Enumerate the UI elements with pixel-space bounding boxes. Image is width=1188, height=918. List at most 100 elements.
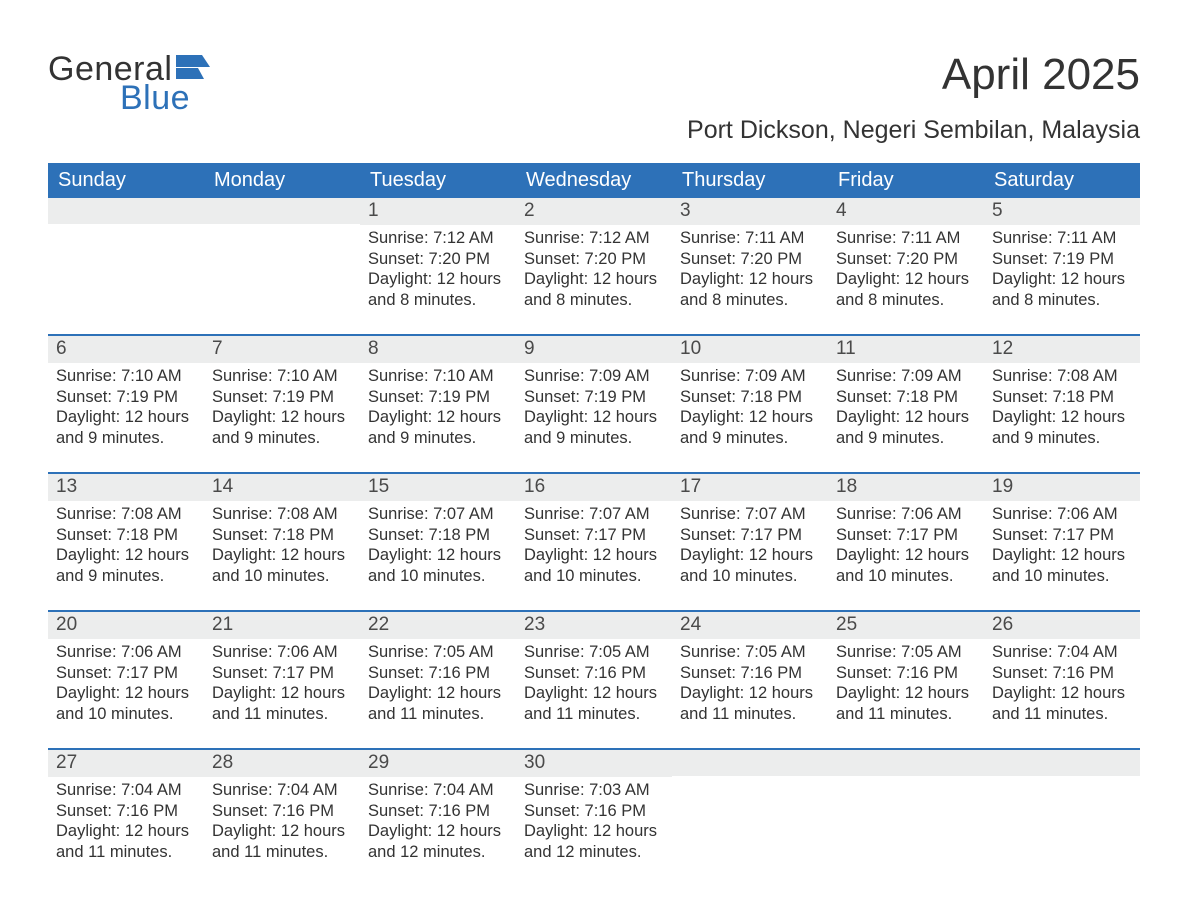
calendar-day-cell [672, 750, 828, 872]
sunset-line: Sunset: 7:17 PM [680, 525, 820, 546]
calendar-day-cell: 3Sunrise: 7:11 AMSunset: 7:20 PMDaylight… [672, 198, 828, 320]
day-number: 3 [672, 198, 828, 225]
location-label: Port Dickson, Negeri Sembilan, Malaysia [687, 116, 1140, 145]
day-number: 28 [204, 750, 360, 777]
day-number: 25 [828, 612, 984, 639]
sunrise-line: Sunrise: 7:03 AM [524, 780, 664, 801]
sunrise-line: Sunrise: 7:12 AM [524, 228, 664, 249]
empty-day-bar [984, 750, 1140, 776]
day-number: 8 [360, 336, 516, 363]
day-number: 1 [360, 198, 516, 225]
sunset-line: Sunset: 7:20 PM [836, 249, 976, 270]
calendar-day-cell: 2Sunrise: 7:12 AMSunset: 7:20 PMDaylight… [516, 198, 672, 320]
day-number: 13 [48, 474, 204, 501]
sunrise-line: Sunrise: 7:09 AM [524, 366, 664, 387]
calendar-day-cell [204, 198, 360, 320]
calendar-day-cell: 18Sunrise: 7:06 AMSunset: 7:17 PMDayligh… [828, 474, 984, 596]
calendar-header-cell: Saturday [984, 163, 1140, 198]
sunset-line: Sunset: 7:18 PM [680, 387, 820, 408]
daylight-line: Daylight: 12 hours and 8 minutes. [524, 269, 664, 310]
calendar-day-cell: 7Sunrise: 7:10 AMSunset: 7:19 PMDaylight… [204, 336, 360, 458]
sunrise-line: Sunrise: 7:08 AM [56, 504, 196, 525]
sunset-line: Sunset: 7:17 PM [524, 525, 664, 546]
sunrise-line: Sunrise: 7:04 AM [992, 642, 1132, 663]
sunrise-line: Sunrise: 7:11 AM [680, 228, 820, 249]
day-number: 16 [516, 474, 672, 501]
day-body: Sunrise: 7:09 AMSunset: 7:19 PMDaylight:… [516, 363, 672, 453]
sunrise-line: Sunrise: 7:11 AM [836, 228, 976, 249]
day-number: 27 [48, 750, 204, 777]
day-body: Sunrise: 7:06 AMSunset: 7:17 PMDaylight:… [48, 639, 204, 729]
day-number: 10 [672, 336, 828, 363]
calendar-header-cell: Sunday [48, 163, 204, 198]
sunrise-line: Sunrise: 7:06 AM [56, 642, 196, 663]
calendar-day-cell: 14Sunrise: 7:08 AMSunset: 7:18 PMDayligh… [204, 474, 360, 596]
sunrise-line: Sunrise: 7:07 AM [680, 504, 820, 525]
daylight-line: Daylight: 12 hours and 8 minutes. [680, 269, 820, 310]
sunset-line: Sunset: 7:17 PM [212, 663, 352, 684]
day-body: Sunrise: 7:06 AMSunset: 7:17 PMDaylight:… [984, 501, 1140, 591]
calendar-day-cell: 12Sunrise: 7:08 AMSunset: 7:18 PMDayligh… [984, 336, 1140, 458]
logo: General Blue [48, 50, 210, 118]
calendar-day-cell [828, 750, 984, 872]
sunset-line: Sunset: 7:19 PM [212, 387, 352, 408]
day-number: 12 [984, 336, 1140, 363]
daylight-line: Daylight: 12 hours and 10 minutes. [524, 545, 664, 586]
calendar-day-cell: 16 Sunrise: 7:07 AMSunset: 7:17 PMDayligh… [516, 474, 672, 596]
day-body: Sunrise: 7:09 AMSunset: 7:18 PMDaylight:… [672, 363, 828, 453]
daylight-line: Daylight: 12 hours and 11 minutes. [836, 683, 976, 724]
calendar-header-cell: Monday [204, 163, 360, 198]
sunset-line: Sunset: 7:17 PM [836, 525, 976, 546]
day-body: Sunrise: 7:04 AMSunset: 7:16 PMDaylight:… [204, 777, 360, 867]
calendar-header-cell: Wednesday [516, 163, 672, 198]
sunset-line: Sunset: 7:18 PM [992, 387, 1132, 408]
calendar-day-cell: 22Sunrise: 7:05 AMSunset: 7:16 PMDayligh… [360, 612, 516, 734]
sunrise-line: Sunrise: 7:05 AM [368, 642, 508, 663]
day-number: 22 [360, 612, 516, 639]
daylight-line: Daylight: 12 hours and 8 minutes. [368, 269, 508, 310]
daylight-line: Daylight: 12 hours and 12 minutes. [368, 821, 508, 862]
empty-day-bar [828, 750, 984, 776]
sunrise-line: Sunrise: 7:07 AM [524, 504, 664, 525]
day-number: 26 [984, 612, 1140, 639]
calendar-week: 20Sunrise: 7:06 AMSunset: 7:17 PMDayligh… [48, 610, 1140, 734]
calendar-day-cell: 9Sunrise: 7:09 AMSunset: 7:19 PMDaylight… [516, 336, 672, 458]
calendar-day-cell: 15Sunrise: 7:07 AMSunset: 7:18 PMDayligh… [360, 474, 516, 596]
day-body: Sunrise: 7:05 AMSunset: 7:16 PMDaylight:… [360, 639, 516, 729]
day-body: Sunrise: 7:08 AMSunset: 7:18 PMDaylight:… [204, 501, 360, 591]
daylight-line: Daylight: 12 hours and 10 minutes. [368, 545, 508, 586]
sunrise-line: Sunrise: 7:12 AM [368, 228, 508, 249]
calendar: SundayMondayTuesdayWednesdayThursdayFrid… [48, 163, 1140, 872]
sunset-line: Sunset: 7:17 PM [992, 525, 1132, 546]
title-block: April 2025 Port Dickson, Negeri Sembilan… [687, 50, 1140, 145]
calendar-day-cell: 17Sunrise: 7:07 AMSunset: 7:17 PMDayligh… [672, 474, 828, 596]
sunset-line: Sunset: 7:16 PM [524, 663, 664, 684]
daylight-line: Daylight: 12 hours and 11 minutes. [368, 683, 508, 724]
day-body: Sunrise: 7:03 AMSunset: 7:16 PMDaylight:… [516, 777, 672, 867]
daylight-line: Daylight: 12 hours and 11 minutes. [212, 683, 352, 724]
day-body: Sunrise: 7:12 AMSunset: 7:20 PMDaylight:… [516, 225, 672, 315]
calendar-header-row: SundayMondayTuesdayWednesdayThursdayFrid… [48, 163, 1140, 198]
daylight-line: Daylight: 12 hours and 10 minutes. [212, 545, 352, 586]
calendar-day-cell: 25Sunrise: 7:05 AMSunset: 7:16 PMDayligh… [828, 612, 984, 734]
day-number: 7 [204, 336, 360, 363]
daylight-line: Daylight: 12 hours and 9 minutes. [836, 407, 976, 448]
daylight-line: Daylight: 12 hours and 11 minutes. [992, 683, 1132, 724]
calendar-week: 13Sunrise: 7:08 AMSunset: 7:18 PMDayligh… [48, 472, 1140, 596]
daylight-line: Daylight: 12 hours and 10 minutes. [56, 683, 196, 724]
sunset-line: Sunset: 7:16 PM [212, 801, 352, 822]
daylight-line: Daylight: 12 hours and 11 minutes. [524, 683, 664, 724]
day-body: Sunrise: 7:04 AMSunset: 7:16 PMDaylight:… [48, 777, 204, 867]
day-body: Sunrise: 7:05 AMSunset: 7:16 PMDaylight:… [672, 639, 828, 729]
sunset-line: Sunset: 7:17 PM [56, 663, 196, 684]
calendar-day-cell: 24Sunrise: 7:05 AMSunset: 7:16 PMDayligh… [672, 612, 828, 734]
daylight-line: Daylight: 12 hours and 9 minutes. [368, 407, 508, 448]
calendar-day-cell: 20Sunrise: 7:06 AMSunset: 7:17 PMDayligh… [48, 612, 204, 734]
sunrise-line: Sunrise: 7:05 AM [524, 642, 664, 663]
page-title: April 2025 [687, 50, 1140, 100]
daylight-line: Daylight: 12 hours and 11 minutes. [212, 821, 352, 862]
sunset-line: Sunset: 7:19 PM [56, 387, 196, 408]
daylight-line: Daylight: 12 hours and 10 minutes. [992, 545, 1132, 586]
daylight-line: Daylight: 12 hours and 8 minutes. [836, 269, 976, 310]
day-number: 17 [672, 474, 828, 501]
